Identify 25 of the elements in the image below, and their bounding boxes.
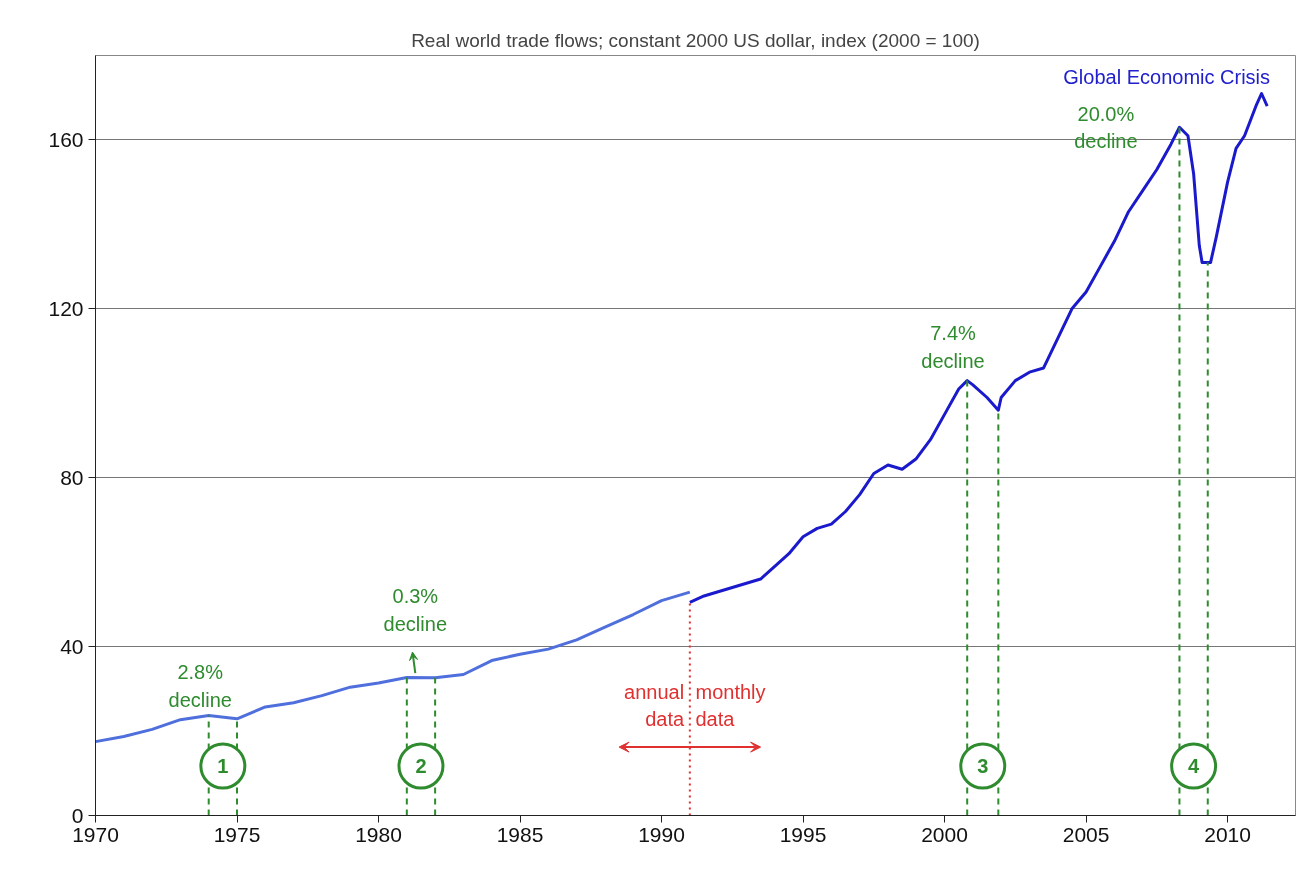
annotation: 1 (217, 755, 229, 778)
annotation: 3 (977, 755, 989, 778)
annotation: 7.4% decline (921, 322, 985, 372)
x-tick-label: 1975 (213, 822, 261, 846)
x-tick-label: 1985 (496, 822, 544, 846)
y-tick-label: 160 (48, 127, 84, 151)
x-tick-label: 1990 (638, 822, 685, 846)
chart-title: Real world trade flows; constant 2000 US dollar, index (2000 = 100) (411, 29, 980, 51)
line-series (95, 590, 692, 744)
x-tick-label: 2005 (1062, 822, 1110, 846)
line-series (688, 92, 1269, 604)
y-tick-label: 40 (60, 634, 84, 658)
annotation: 0.3% decline (383, 585, 448, 635)
x-tick-label: 2010 (1204, 822, 1251, 846)
annotation: Global Economic Crisis (1063, 65, 1271, 88)
annotation: monthly data (695, 680, 766, 731)
annotation: 4 (1188, 755, 1201, 778)
annotation: 2.8% decline (168, 661, 232, 711)
x-tick-label: 1980 (355, 822, 402, 846)
y-tick-label: 120 (48, 296, 84, 320)
annotation: 2 (415, 755, 427, 778)
x-tick-label: 2000 (921, 822, 968, 846)
annotation: annual data (624, 680, 686, 731)
y-tick-label: 80 (60, 465, 84, 489)
x-tick-label: 1995 (779, 822, 827, 846)
